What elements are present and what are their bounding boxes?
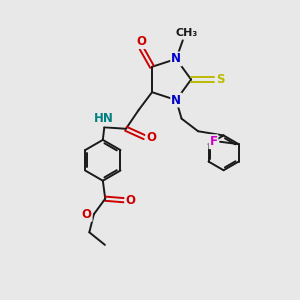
Text: N: N <box>171 94 181 106</box>
Text: O: O <box>82 208 92 221</box>
Text: O: O <box>125 194 135 207</box>
Text: O: O <box>146 131 156 144</box>
Text: CH₃: CH₃ <box>175 28 197 38</box>
Text: HN: HN <box>94 112 114 125</box>
Text: F: F <box>209 135 217 148</box>
Text: N: N <box>171 52 181 65</box>
Text: O: O <box>136 35 146 48</box>
Text: S: S <box>216 73 224 86</box>
